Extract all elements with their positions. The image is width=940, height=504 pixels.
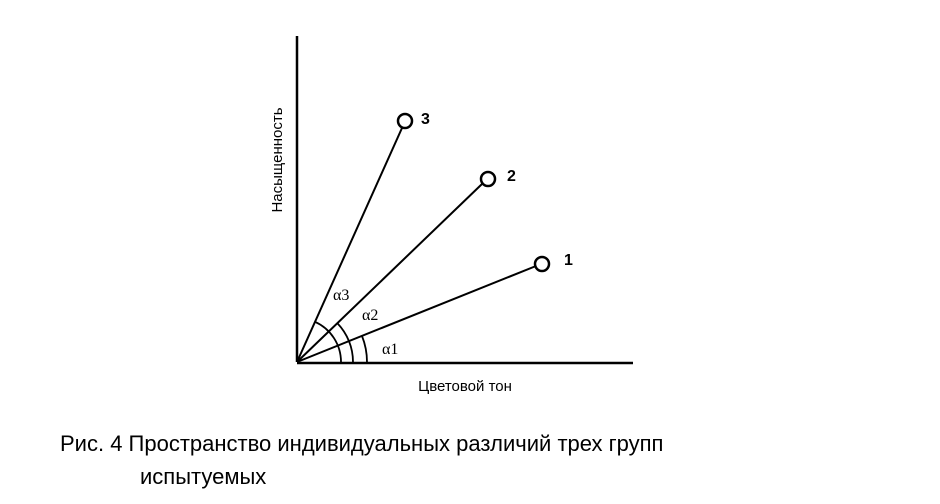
point-label: 1 — [564, 252, 573, 269]
point-label: 2 — [507, 168, 516, 185]
angle-label: α2 — [362, 307, 378, 324]
y-axis-label: Насыщенность — [269, 107, 286, 212]
point — [533, 255, 551, 273]
ray — [296, 183, 483, 363]
caption-line: испытуемых — [140, 464, 266, 489]
angle-arc — [361, 335, 368, 363]
point — [479, 170, 497, 188]
point-label: 3 — [421, 111, 430, 128]
ray — [296, 265, 537, 363]
point — [396, 112, 414, 130]
angle-arc — [314, 320, 342, 363]
angle-arc — [336, 322, 354, 363]
angle-label: α1 — [382, 341, 398, 358]
ray — [296, 127, 403, 363]
caption-line: Рис. 4 Пространство индивидуальных разли… — [60, 431, 663, 456]
x-axis-label: Цветовой тон — [418, 378, 512, 395]
angle-label: α3 — [333, 287, 349, 304]
